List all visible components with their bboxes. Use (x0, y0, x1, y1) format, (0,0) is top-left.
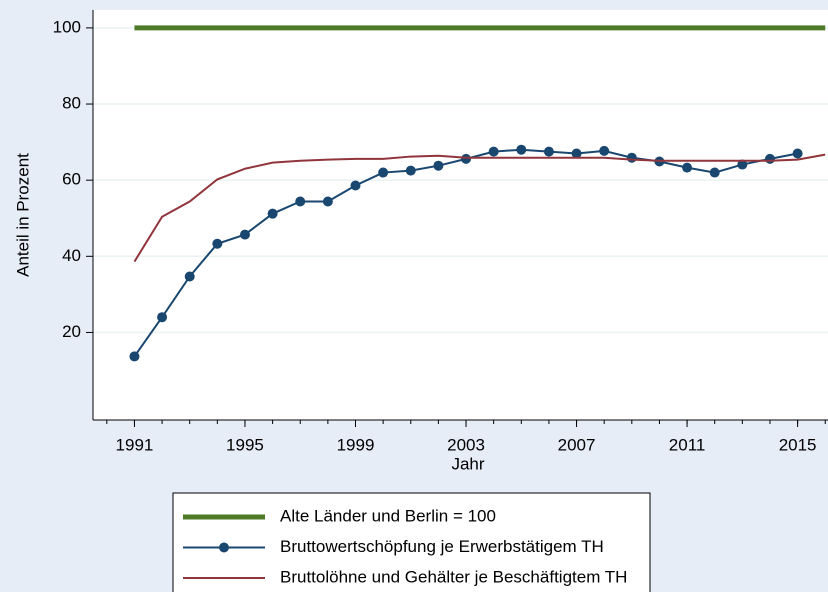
y-tick-label: 100 (53, 17, 81, 36)
y-tick-label: 60 (62, 170, 81, 189)
series-marker (488, 146, 499, 157)
plot-area (93, 10, 828, 420)
x-tick-label: 1991 (116, 435, 154, 454)
x-tick-label: 2015 (779, 435, 817, 454)
x-tick-label: 2011 (669, 435, 706, 454)
series-marker (212, 238, 223, 249)
x-tick-label: 1999 (337, 435, 375, 454)
series-marker (295, 196, 306, 207)
series-marker (433, 160, 444, 171)
y-axis-label: Anteil in Prozent (13, 153, 32, 277)
legend-label: Bruttolöhne und Gehälter je Beschäftigte… (280, 567, 627, 586)
series-marker (350, 180, 361, 191)
series-marker (737, 159, 748, 170)
series-marker (571, 148, 582, 159)
series-marker (322, 196, 333, 207)
series-marker (709, 167, 720, 178)
series-marker (543, 146, 554, 157)
series-marker (599, 145, 610, 156)
y-tick-label: 40 (62, 246, 81, 265)
series-marker (157, 312, 168, 323)
series-marker (461, 153, 472, 164)
series-marker (516, 144, 527, 155)
x-axis-label: Jahr (451, 454, 484, 473)
series-marker (239, 229, 250, 240)
legend-marker (219, 542, 229, 553)
legend (172, 492, 651, 592)
series-marker (184, 271, 195, 282)
legend-label: Alte Länder und Berlin = 100 (280, 506, 496, 525)
series-marker (682, 162, 693, 173)
x-tick-label: 2003 (447, 435, 485, 454)
x-tick-label: 1995 (226, 435, 264, 454)
y-tick-label: 80 (62, 94, 81, 113)
series-marker (626, 152, 637, 163)
series-marker (129, 351, 140, 362)
series-marker (267, 208, 278, 219)
y-tick-label: 20 (62, 322, 81, 341)
series-line (133, 153, 826, 263)
series-marker (792, 148, 803, 159)
series-marker (378, 167, 389, 178)
x-tick-label: 2007 (558, 435, 596, 454)
series-marker (764, 153, 775, 164)
series-marker (405, 165, 416, 176)
legend-label: Bruttowertschöpfung je Erwerbstätigem TH (280, 537, 604, 556)
